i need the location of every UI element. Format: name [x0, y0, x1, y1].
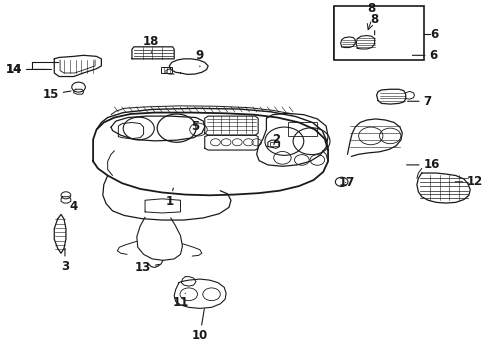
Text: 11: 11: [172, 293, 188, 309]
Bar: [269, 142, 277, 146]
Text: 16: 16: [406, 158, 439, 171]
Text: 7: 7: [407, 95, 430, 108]
Text: 1: 1: [165, 188, 173, 208]
Text: 15: 15: [42, 88, 71, 101]
Text: 13: 13: [135, 261, 159, 274]
Bar: [161, 67, 171, 73]
Text: 18: 18: [143, 35, 159, 53]
Text: 17: 17: [338, 176, 354, 189]
Text: 9: 9: [195, 49, 203, 67]
Bar: [334, 6, 422, 59]
Bar: [287, 122, 317, 136]
Text: 14: 14: [6, 63, 46, 76]
Bar: [334, 6, 423, 60]
Text: 8: 8: [367, 2, 375, 15]
Text: 4: 4: [69, 196, 78, 213]
Text: 6: 6: [429, 28, 437, 41]
Text: 12: 12: [454, 175, 482, 188]
Text: 2: 2: [271, 133, 280, 146]
Text: 5: 5: [190, 120, 199, 136]
Text: 3: 3: [61, 248, 69, 273]
Text: 6: 6: [411, 49, 436, 62]
Text: 8: 8: [370, 13, 378, 35]
Text: 10: 10: [191, 309, 207, 342]
Text: 14: 14: [6, 63, 22, 76]
